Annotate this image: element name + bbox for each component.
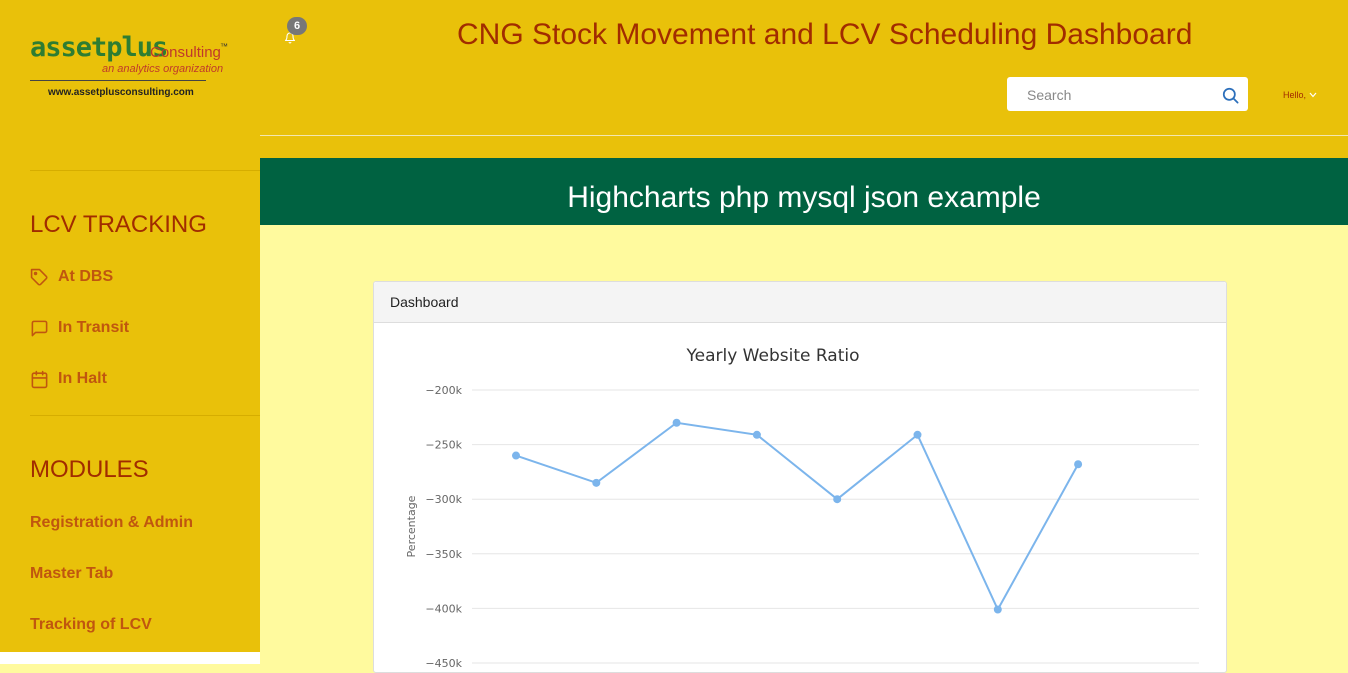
y-tick-label: −250k [425, 439, 462, 452]
app-title: CNG Stock Movement and LCV Scheduling Da… [457, 18, 1193, 51]
sidebar-item-master-tab[interactable]: Master Tab [30, 562, 113, 586]
sidebar-item-label: At DBS [58, 268, 114, 285]
sidebar-item-at-dbs[interactable]: At DBS [30, 265, 113, 289]
sidebar-divider [30, 170, 260, 171]
chart-title: Yearly Website Ratio [686, 346, 860, 366]
data-point [752, 430, 761, 439]
section-title-lcv-tracking: LCV TRACKING [30, 211, 207, 238]
user-menu[interactable]: Hello, [1283, 90, 1317, 100]
data-point [512, 451, 520, 460]
logo-tagline: an analytics organization [102, 63, 224, 75]
sidebar: assetplus Consulting ™ an analytics orga… [0, 0, 260, 652]
data-point [1074, 460, 1083, 469]
logo-divider [30, 80, 206, 81]
section-title-modules: MODULES [30, 456, 149, 483]
data-point [913, 430, 922, 439]
card-title: Dashboard [390, 294, 459, 310]
message-icon [31, 320, 48, 336]
sidebar-item-label: Registration & Admin [30, 514, 193, 531]
card-header: Dashboard [374, 282, 1226, 323]
data-point [672, 418, 681, 427]
logo-consulting: Consulting [150, 44, 221, 61]
sidebar-bottom-strip [0, 652, 260, 664]
sidebar-divider [30, 415, 260, 416]
sidebar-item-label: In Transit [58, 319, 130, 336]
header-divider [260, 135, 1348, 136]
series-line [515, 421, 1079, 612]
sidebar-item-label: In Halt [58, 370, 107, 387]
tag-icon [30, 268, 48, 286]
y-tick-label: −350k [425, 548, 462, 561]
company-logo: assetplus Consulting ™ an analytics orga… [30, 30, 250, 110]
logo-url: www.assetplusconsulting.com [48, 87, 194, 98]
search-box [1007, 77, 1248, 111]
y-tick-label: −300k [425, 493, 462, 506]
dashboard-card: Dashboard Yearly Website Ratio Percentage… [373, 281, 1227, 673]
data-point [592, 478, 601, 487]
sidebar-item-label: Master Tab [30, 565, 114, 582]
page-banner-title: Highcharts php mysql json example [567, 181, 1041, 214]
calendar-icon [31, 370, 48, 388]
user-greeting: Hello, [1283, 90, 1307, 100]
notification-badge: 6 [287, 17, 307, 35]
sidebar-item-in-transit[interactable]: In Transit [30, 316, 129, 340]
y-axis-label: Percentage [405, 495, 418, 557]
sidebar-item-registration-admin[interactable]: Registration & Admin [30, 511, 193, 535]
chevron-down-icon [1309, 92, 1317, 98]
sidebar-item-tracking-of-lcv[interactable]: Tracking of LCV [30, 613, 152, 637]
logo-trademark: ™ [220, 42, 228, 51]
y-tick-label: −450k [425, 657, 462, 668]
search-input[interactable] [1025, 81, 1209, 109]
data-point [833, 495, 842, 504]
search-icon[interactable] [1221, 86, 1240, 105]
bell-icon[interactable] [284, 32, 296, 44]
sidebar-item-label: Tracking of LCV [30, 616, 152, 633]
logo-brand: assetplus [30, 32, 168, 63]
line-chart: Yearly Website Ratio Percentage −200k −250k… [405, 346, 1199, 668]
y-tick-label: −400k [425, 602, 462, 615]
data-point [993, 605, 1002, 614]
y-tick-label: −200k [425, 384, 462, 397]
page-banner: Highcharts php mysql json example [260, 158, 1348, 225]
sidebar-item-in-halt[interactable]: In Halt [30, 367, 107, 391]
